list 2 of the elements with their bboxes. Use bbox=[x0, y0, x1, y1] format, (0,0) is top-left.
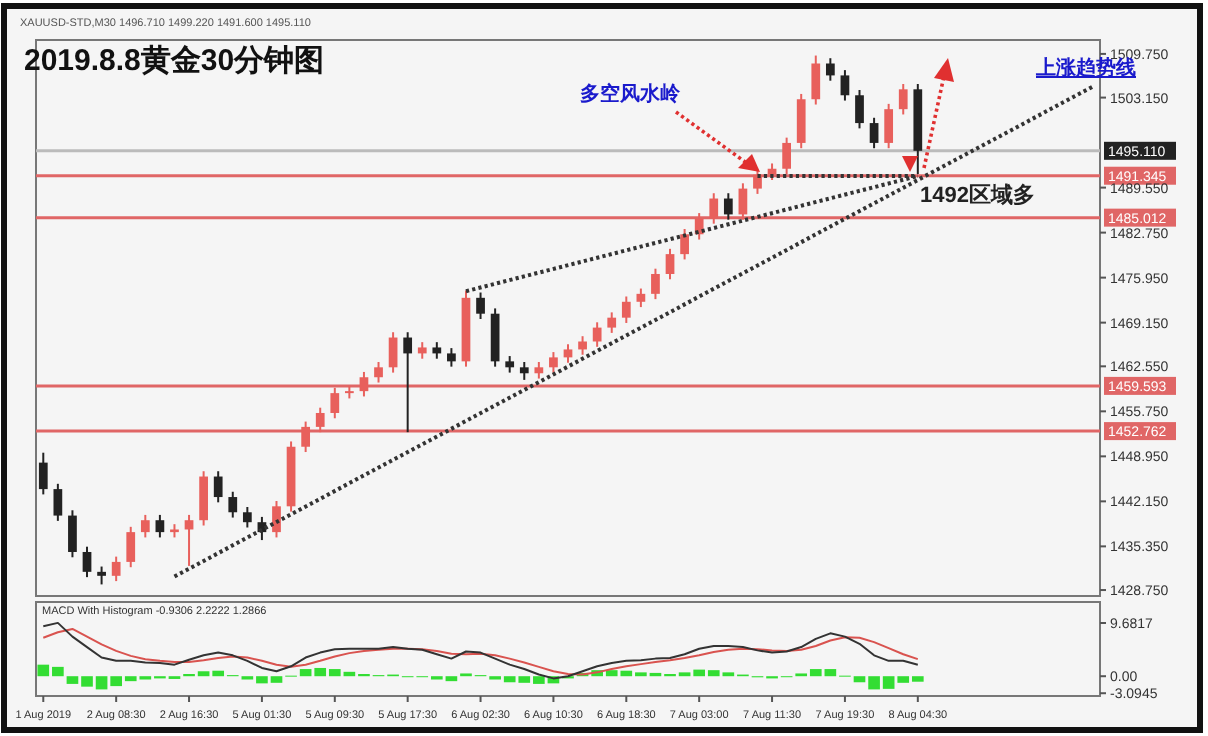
annotation: 1492区域多 bbox=[920, 182, 1035, 208]
annotation: 多空风水岭 bbox=[580, 82, 682, 106]
